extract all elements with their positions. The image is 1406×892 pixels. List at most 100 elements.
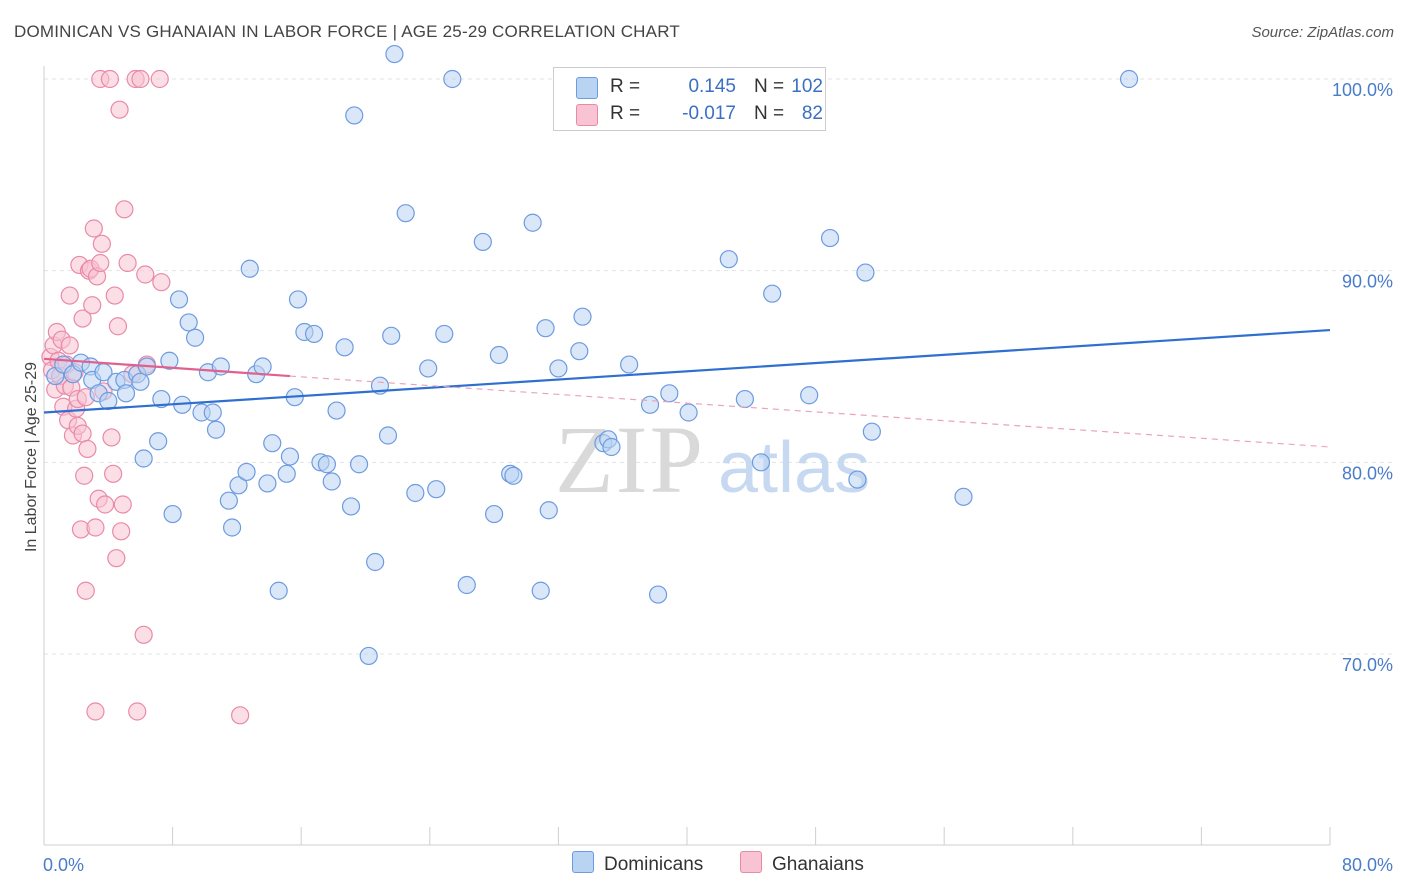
y-tick-label: 70.0% xyxy=(1342,655,1393,675)
data-point-dominicans xyxy=(489,345,509,365)
data-point-dominicans xyxy=(427,480,446,499)
data-point-ghanaians xyxy=(83,296,102,315)
y-tick-label: 90.0% xyxy=(1342,272,1393,292)
data-point-ghanaians xyxy=(73,424,92,443)
data-point-dominicans xyxy=(419,359,438,378)
data-point-dominicans xyxy=(322,472,341,491)
data-point-dominicans xyxy=(219,491,238,510)
data-point-ghanaians xyxy=(105,286,124,305)
data-point-dominicans xyxy=(269,581,288,600)
data-point-ghanaians xyxy=(115,200,134,219)
data-point-dominicans xyxy=(203,403,222,422)
data-point-dominicans xyxy=(1119,69,1139,89)
data-point-dominicans xyxy=(443,69,462,89)
trend-extension-ghanaians xyxy=(289,375,1331,448)
legend-swatch-dominicans xyxy=(576,77,598,99)
data-point-dominicans xyxy=(382,326,401,345)
data-point-dominicans xyxy=(396,204,415,223)
data-point-dominicans xyxy=(820,228,840,248)
data-point-dominicans xyxy=(277,464,296,483)
data-point-ghanaians xyxy=(118,253,137,273)
data-point-dominicans xyxy=(523,213,542,232)
data-point-dominicans xyxy=(366,552,385,572)
x-tick-label: 80.0% xyxy=(1342,855,1393,875)
bottom-legend-swatch-dominicans xyxy=(572,851,594,873)
data-point-dominicans xyxy=(602,437,621,457)
data-point-ghanaians xyxy=(60,286,79,305)
trend-lines xyxy=(43,328,1331,448)
bottom-legend-swatch-ghanaians xyxy=(740,851,762,873)
data-point-dominicans xyxy=(206,420,226,439)
data-point-dominicans xyxy=(485,504,504,524)
watermark-atlas: atlas xyxy=(718,428,870,508)
data-point-dominicans xyxy=(549,359,568,378)
series-ghanaians xyxy=(41,69,250,725)
data-point-dominicans xyxy=(856,263,875,282)
data-point-dominicans xyxy=(378,426,398,445)
data-point-dominicans xyxy=(335,338,354,357)
data-point-ghanaians xyxy=(107,549,126,568)
data-point-dominicans xyxy=(304,324,324,344)
data-point-dominicans xyxy=(222,518,242,537)
data-point-ghanaians xyxy=(100,69,120,89)
data-point-dominicans xyxy=(179,313,198,332)
series-dominicans xyxy=(46,44,1139,666)
watermark-zip: ZIP xyxy=(555,406,705,513)
data-point-ghanaians xyxy=(152,273,171,292)
data-point-ghanaians xyxy=(60,336,79,355)
data-point-dominicans xyxy=(240,259,259,278)
y-tick-label: 80.0% xyxy=(1342,463,1393,483)
data-point-dominicans xyxy=(253,357,272,376)
legend-n-value: 82 xyxy=(801,103,823,124)
data-point-dominicans xyxy=(169,290,189,309)
data-point-dominicans xyxy=(349,455,369,474)
data-point-dominicans xyxy=(345,106,364,125)
data-point-dominicans xyxy=(504,466,523,485)
data-point-ghanaians xyxy=(136,265,155,284)
bottom-legend-ghanaians: Ghanaians xyxy=(740,851,864,876)
data-point-dominicans xyxy=(763,284,782,303)
data-point-dominicans xyxy=(163,504,182,524)
data-point-dominicans xyxy=(280,447,300,466)
data-point-ghanaians xyxy=(113,495,132,514)
data-point-dominicans xyxy=(341,497,361,516)
source-label: Source: ZipAtlas.com xyxy=(1251,24,1394,41)
data-point-dominicans xyxy=(160,351,179,370)
data-point-dominicans xyxy=(134,449,153,468)
chart-title: DOMINICAN VS GHANAIAN IN LABOR FORCE | A… xyxy=(14,22,680,41)
bottom-legend-dominicans: Dominicans xyxy=(572,851,703,876)
data-point-dominicans xyxy=(800,386,819,405)
data-point-ghanaians xyxy=(102,428,121,447)
legend-r-label: R = xyxy=(610,76,641,97)
data-point-ghanaians xyxy=(86,518,105,537)
data-point-dominicans xyxy=(531,581,550,600)
data-point-dominicans xyxy=(751,453,771,472)
stats-legend: R = 0.145 N = 102 R = -0.017 N = 82 xyxy=(553,67,826,131)
legend-r-value: 0.145 xyxy=(688,76,736,97)
data-point-ghanaians xyxy=(231,706,250,725)
data-point-dominicans xyxy=(473,232,492,252)
data-point-dominicans xyxy=(258,474,277,493)
data-point-dominicans xyxy=(327,401,346,420)
data-point-dominicans xyxy=(735,389,754,409)
data-point-dominicans xyxy=(152,389,171,409)
data-point-dominicans xyxy=(862,422,881,441)
data-point-ghanaians xyxy=(76,581,95,600)
data-point-ghanaians xyxy=(128,702,147,721)
data-point-ghanaians xyxy=(95,495,115,514)
data-point-ghanaians xyxy=(84,219,103,238)
y-tick-label: 100.0% xyxy=(1332,80,1393,100)
data-point-ghanaians xyxy=(73,309,92,328)
data-point-dominicans xyxy=(229,476,248,495)
axes xyxy=(43,66,1331,846)
data-point-dominicans xyxy=(406,483,425,503)
data-point-dominicans xyxy=(954,487,973,506)
legend-swatch-ghanaians xyxy=(576,104,598,126)
trend-line-dominicans xyxy=(43,328,1331,414)
data-point-ghanaians xyxy=(104,464,123,483)
data-point-dominicans xyxy=(848,470,867,489)
bottom-legend-label-dominicans: Dominicans xyxy=(604,854,704,875)
data-point-dominicans xyxy=(186,328,205,347)
data-point-ghanaians xyxy=(108,317,128,336)
